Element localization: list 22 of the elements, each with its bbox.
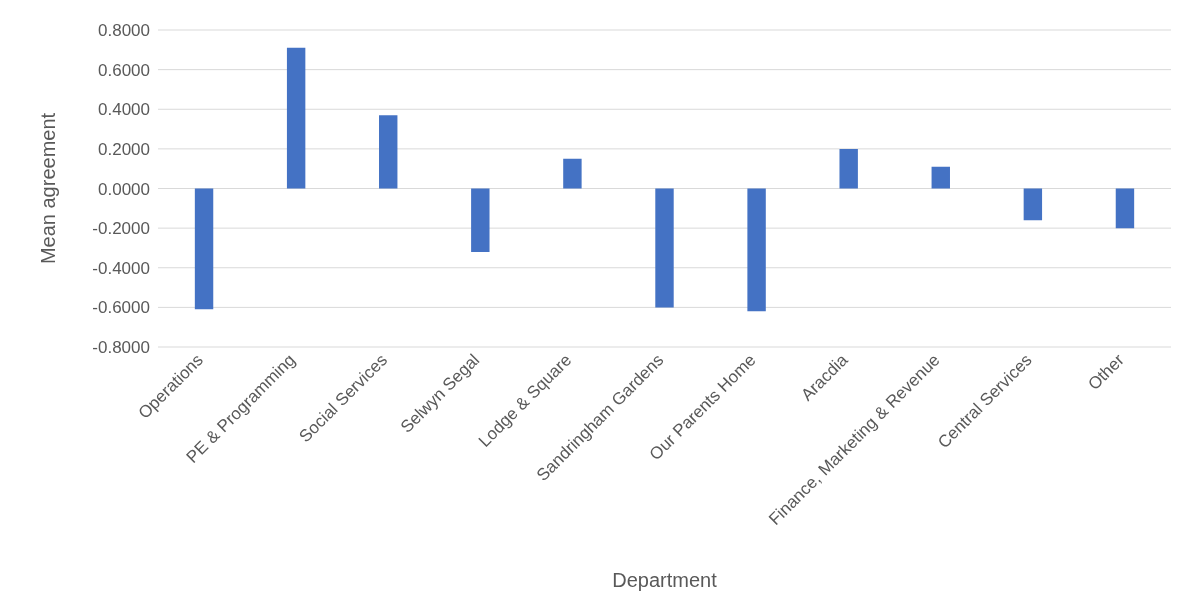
bar	[1115, 188, 1135, 229]
y-axis-title: Mean agreement	[37, 112, 60, 265]
y-tick-label: 0.4000	[98, 100, 150, 120]
bar	[1023, 188, 1043, 221]
y-tick-label: -0.8000	[92, 338, 150, 358]
bar	[931, 166, 950, 189]
bar	[379, 115, 398, 189]
y-tick-label: 0.6000	[98, 60, 150, 80]
bar	[839, 148, 858, 189]
x-axis-title: Department	[612, 569, 718, 591]
bar	[655, 188, 674, 308]
y-tick-label: -0.4000	[92, 258, 150, 278]
y-tick-label: 0.2000	[98, 139, 150, 159]
bar	[286, 47, 306, 189]
bar	[194, 188, 214, 310]
bar	[747, 188, 766, 312]
y-tick-label: 0.0000	[98, 179, 150, 199]
bar	[471, 188, 490, 252]
bar	[563, 158, 582, 189]
y-tick-label: 0.8000	[98, 21, 150, 41]
y-tick-label: -0.6000	[92, 298, 150, 318]
y-tick-label: -0.2000	[92, 219, 150, 239]
